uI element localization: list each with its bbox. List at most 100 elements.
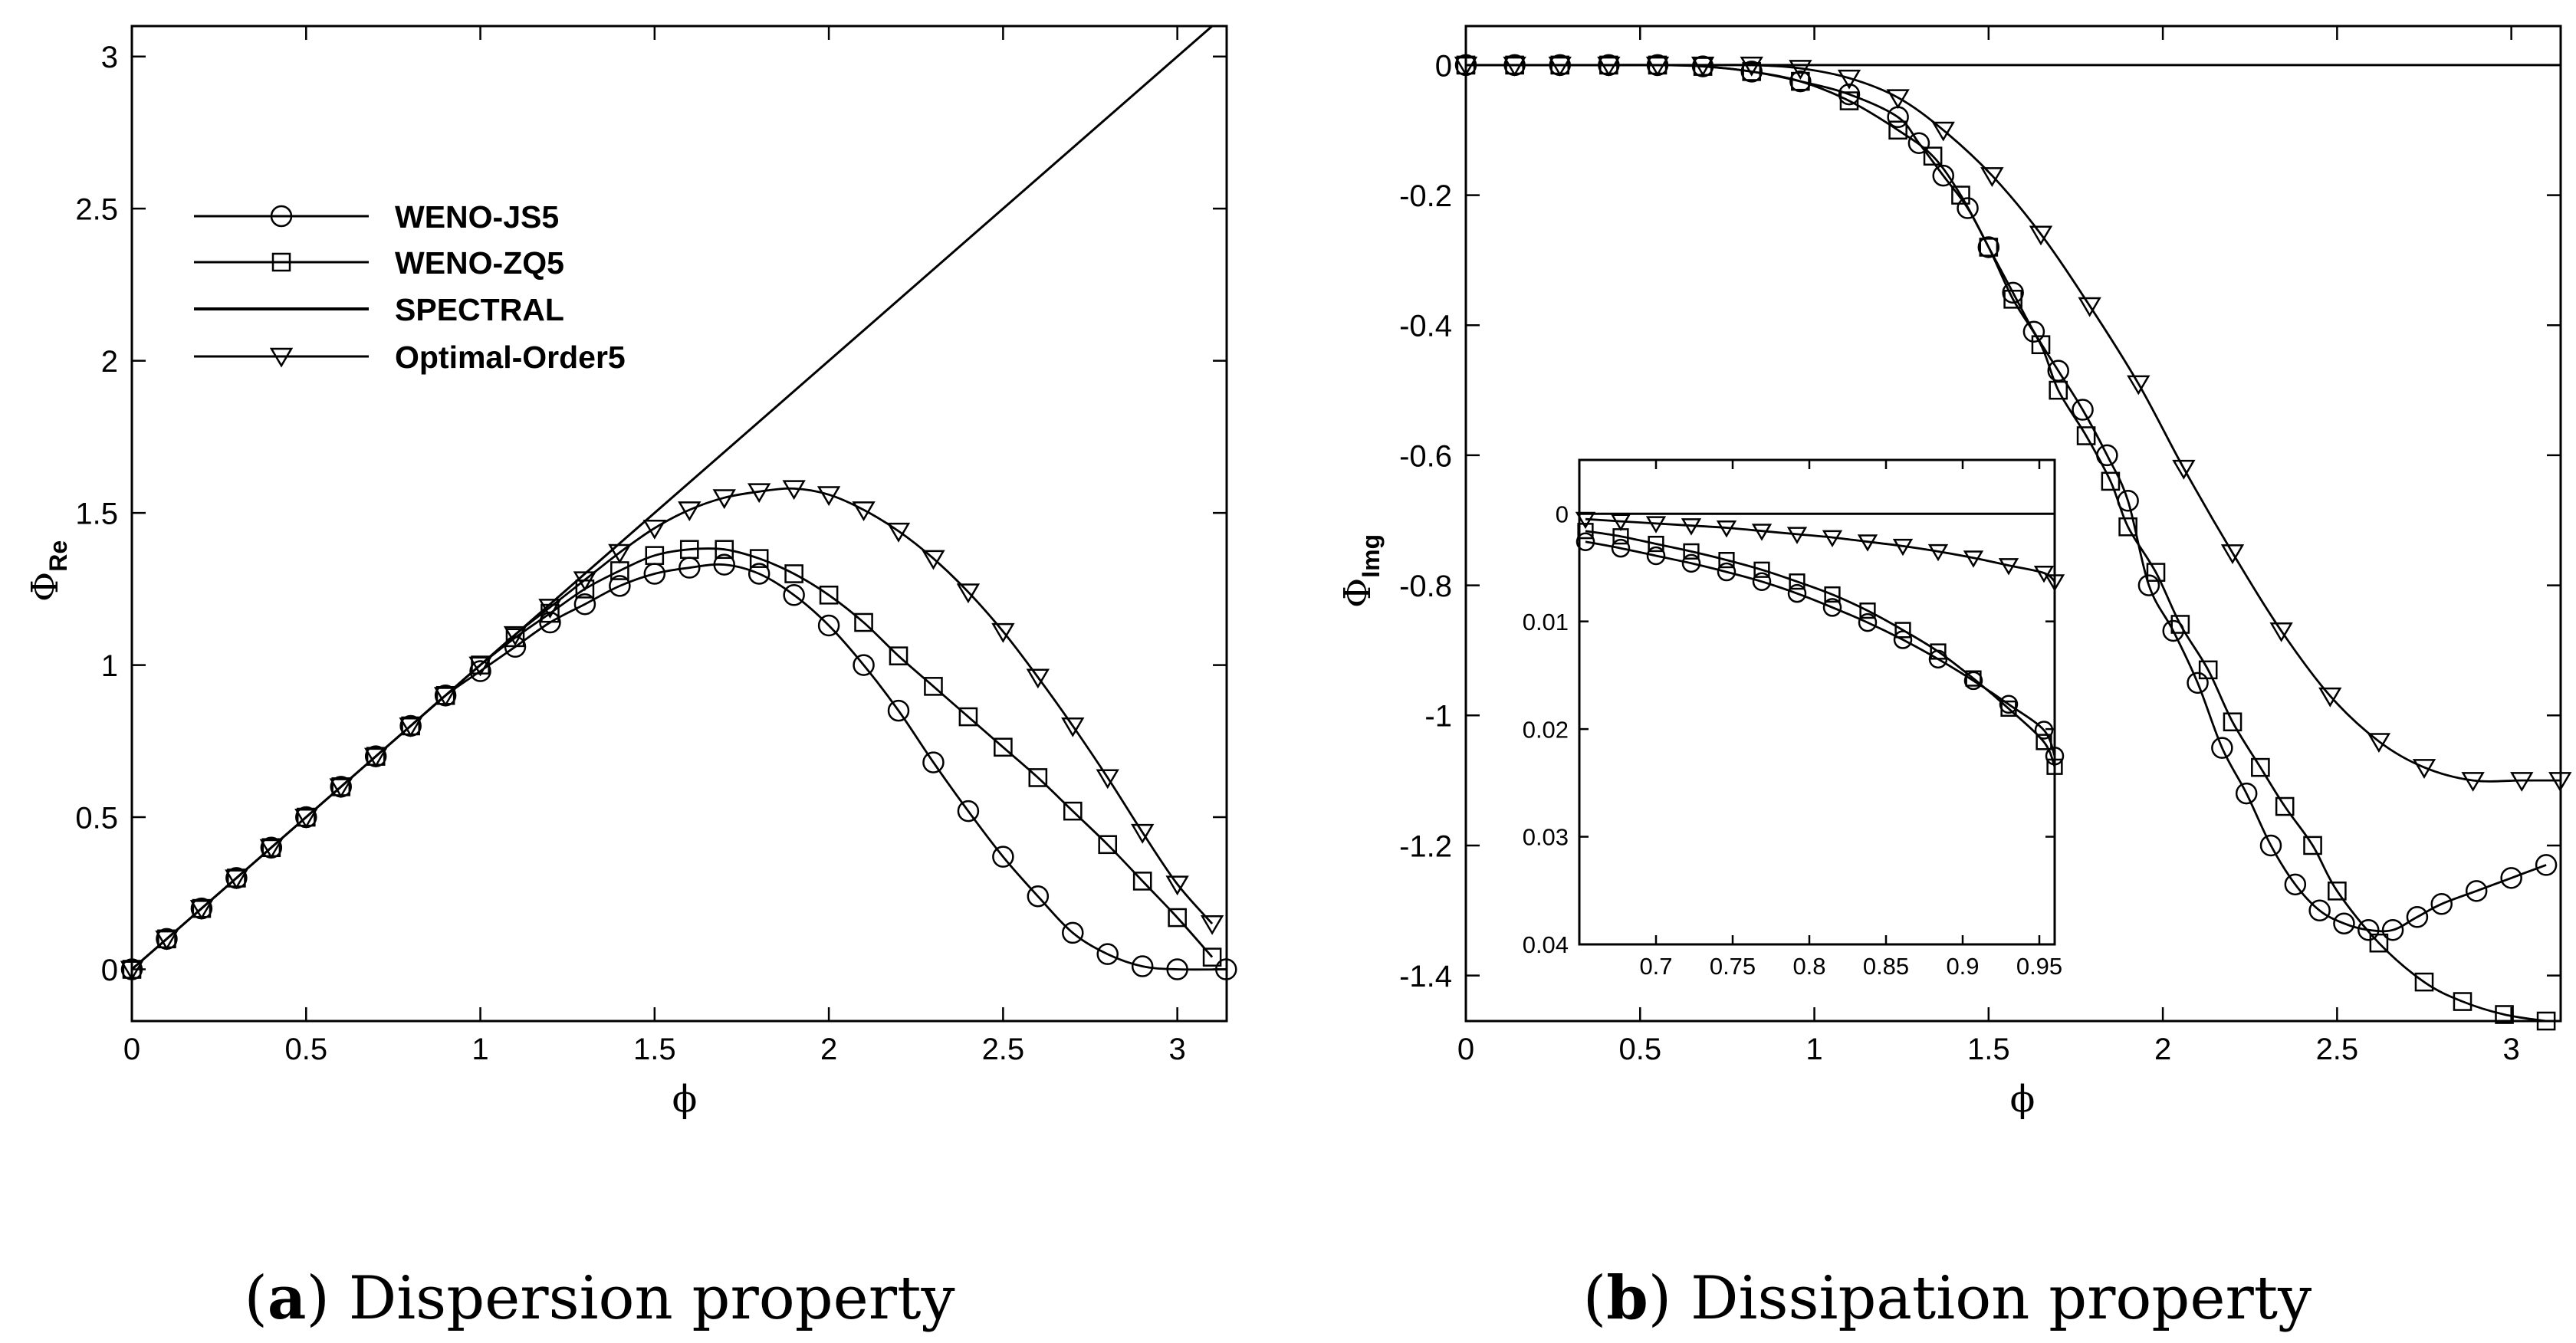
panel-a-markers-layer <box>120 480 1237 981</box>
panel-a-circle-marker-weno-js5 <box>817 614 840 637</box>
inset-circle-marker-weno-js5 <box>2034 721 2054 740</box>
inset-square-marker-weno-zq5 <box>1753 561 1770 578</box>
panel-b-caption: (b) Dissipation property <box>1583 1263 2312 1333</box>
panel-b-triangle-marker-optimal-order5 <box>2078 297 2101 317</box>
panel-a-triangle-marker-optimal-order5 <box>363 747 388 768</box>
inset-circle-marker-weno-js5 <box>1999 694 2019 714</box>
inset-square-marker-weno-zq5 <box>1965 670 1982 687</box>
panel-b-triangle-marker-optimal-order5 <box>1837 69 1861 90</box>
panel-b-circle-marker-weno-js5 <box>2096 444 2118 467</box>
inset-circle-marker-weno-js5 <box>1893 630 1913 649</box>
panel-a-triangle-marker-optimal-order5 <box>782 480 806 501</box>
panel-a-circle-marker-weno-js5 <box>1062 921 1084 944</box>
panel-a-square-marker-weno-zq5 <box>889 646 909 665</box>
panel-b-triangle-marker-optimal-order5 <box>2269 622 2293 642</box>
panel-a-circle-marker-weno-js5 <box>713 553 735 576</box>
panel-b-x-tick-label: 0 <box>1457 1033 1474 1066</box>
panel-a-triangle-marker-optimal-order5 <box>259 839 284 859</box>
panel-b-square-marker-weno-zq5 <box>1979 238 1999 257</box>
inset-triangle-marker-optimal-order5 <box>1610 514 1631 531</box>
panel-b-square-marker-weno-zq5 <box>1951 186 1970 205</box>
inset-triangle-marker-optimal-order5 <box>1857 534 1878 552</box>
panel-b-dissipation-plot: 0 0.5 1 1.5 2 2.5 3 0 -0.2 -0.4 -0.6 -0.8 -1 -1.2 -1.4… <box>1336 25 2572 1333</box>
panel-b-triangle-marker-optimal-order5 <box>2220 544 2245 564</box>
inset-triangle-marker-optimal-order5 <box>1963 550 1984 568</box>
panel-a-square-marker-weno-zq5 <box>505 628 525 648</box>
panel-b-y-tick-label: -0.4 <box>1399 310 1452 343</box>
panel-a-y-tick-label: 3 <box>101 41 118 74</box>
inset-square-marker-weno-zq5 <box>1789 573 1806 590</box>
panel-b-square-marker-weno-zq5 <box>2414 972 2434 992</box>
panel-a-triangle-marker-optimal-order5 <box>399 717 422 737</box>
panel-b-square-marker-weno-zq5 <box>1791 71 1810 91</box>
inset-square-marker-weno-zq5 <box>1859 603 1876 619</box>
panel-b-triangle-marker-optimal-order5 <box>1454 56 1478 77</box>
panel-b-triangle-marker-optimal-order5 <box>1789 60 1812 80</box>
panel-b-square-marker-weno-zq5 <box>2003 290 2022 309</box>
inset-series-layer <box>1579 512 2055 767</box>
panel-a-circle-marker-weno-js5 <box>783 584 805 606</box>
panel-a-triangle-marker-optimal-order5 <box>1131 823 1155 844</box>
panel-a-triangle-marker-optimal-order5 <box>1026 668 1050 689</box>
panel-a-x-tick-label: 2.5 <box>982 1033 1025 1066</box>
panel-b-circle-marker-weno-js5 <box>2162 619 2184 642</box>
panel-a-legend: WENO-JS5 WENO-ZQ5 SPECTRAL Optimal-Order… <box>194 199 626 375</box>
inset-triangle-marker-optimal-order5 <box>1645 516 1667 534</box>
panel-a-square-marker-weno-zq5 <box>784 564 803 583</box>
panel-a-circle-marker-weno-js5 <box>1096 943 1119 965</box>
panel-b-y-axis-label: ΦImg <box>1336 534 1385 608</box>
panel-a-circle-marker-weno-js5 <box>887 699 910 722</box>
panel-a-triangle-marker-optimal-order5 <box>433 687 458 708</box>
panel-b-x-tick-label: 2 <box>2154 1033 2171 1066</box>
panel-a-triangle-marker-optimal-order5 <box>1061 717 1085 737</box>
inset-x-tick-label: 0.85 <box>1863 953 1909 980</box>
inset-x-tick-label: 0.8 <box>1792 953 1825 980</box>
panel-b-square-marker-weno-zq5 <box>1923 146 1943 166</box>
panel-b-y-tick-label: -0.2 <box>1399 179 1452 213</box>
panel-a-triangle-marker-optimal-order5 <box>225 869 248 890</box>
inset-square-marker-weno-zq5 <box>1718 552 1735 569</box>
panel-b-y-tick-label: -1.2 <box>1399 829 1452 863</box>
inset-circle-marker-weno-js5 <box>1928 649 1948 669</box>
panel-b-triangle-marker-optimal-order5 <box>1980 167 2004 187</box>
inset-circle-marker-weno-js5 <box>2045 746 2065 766</box>
panel-b-caption-text: Dissipation property <box>1691 1264 2312 1333</box>
panel-a-caption-text: Dispersion property <box>349 1264 955 1333</box>
panel-a-y-tick-label: 2 <box>101 345 118 379</box>
panel-b-y-tick-label: -1 <box>1424 700 1452 734</box>
panel-a-series-layer <box>132 26 1227 971</box>
inset-x-tick-label: 0.7 <box>1639 953 1672 980</box>
inset-triangle-marker-optimal-order5 <box>1998 558 2019 576</box>
inset-square-marker-weno-zq5 <box>1824 586 1841 603</box>
inset-square-marker-weno-zq5 <box>1577 523 1594 540</box>
inset-x-tick-label: 0.9 <box>1946 953 1979 980</box>
panel-b-y-axis-symbol: Φ <box>1336 578 1379 608</box>
panel-b-x-tick-label: 1.5 <box>1967 1033 2010 1066</box>
panel-b-circle-marker-weno-js5 <box>1789 70 1812 93</box>
panel-a-triangle-marker-optimal-order5 <box>816 486 841 507</box>
inset-square-marker-weno-zq5 <box>1930 643 1947 660</box>
panel-a-triangle-marker-optimal-order5 <box>189 900 214 920</box>
panel-b-square-marker-weno-zq5 <box>2303 836 2322 855</box>
panel-a-y-tick-label: 0 <box>101 954 118 987</box>
panel-b-x-tick-label: 3 <box>2503 1033 2520 1066</box>
panel-b-triangle-marker-optimal-order5 <box>2510 772 2534 792</box>
panel-b-square-marker-weno-zq5 <box>2328 882 2347 901</box>
panel-a-y-axis-subscript: Re <box>44 540 72 572</box>
inset-x-tick-label: 0.75 <box>1710 953 1756 980</box>
panel-a-circle-marker-weno-js5 <box>539 611 561 634</box>
panel-a-circle-marker-weno-js5 <box>1027 885 1050 908</box>
panel-b-square-marker-weno-zq5 <box>2146 563 2166 582</box>
panel-a-circle-marker-weno-js5 <box>573 593 596 616</box>
panel-a-triangle-marker-optimal-order5 <box>852 501 876 521</box>
panel-b-triangle-marker-optimal-order5 <box>2172 459 2196 480</box>
panel-b-x-tick-label: 2.5 <box>2316 1033 2359 1066</box>
panel-a-triangle-marker-optimal-order5 <box>608 543 632 564</box>
legend-square-marker <box>271 252 291 272</box>
inset-square-marker-weno-zq5 <box>1648 535 1664 553</box>
panel-a-line-weno-zq5 <box>132 547 1214 970</box>
panel-b-y-tick-label: -0.6 <box>1399 439 1452 473</box>
panel-b-line-weno-zq5 <box>1466 64 2547 1021</box>
inset-triangle-marker-optimal-order5 <box>1786 527 1808 544</box>
panel-b-square-marker-weno-zq5 <box>2031 335 2051 354</box>
